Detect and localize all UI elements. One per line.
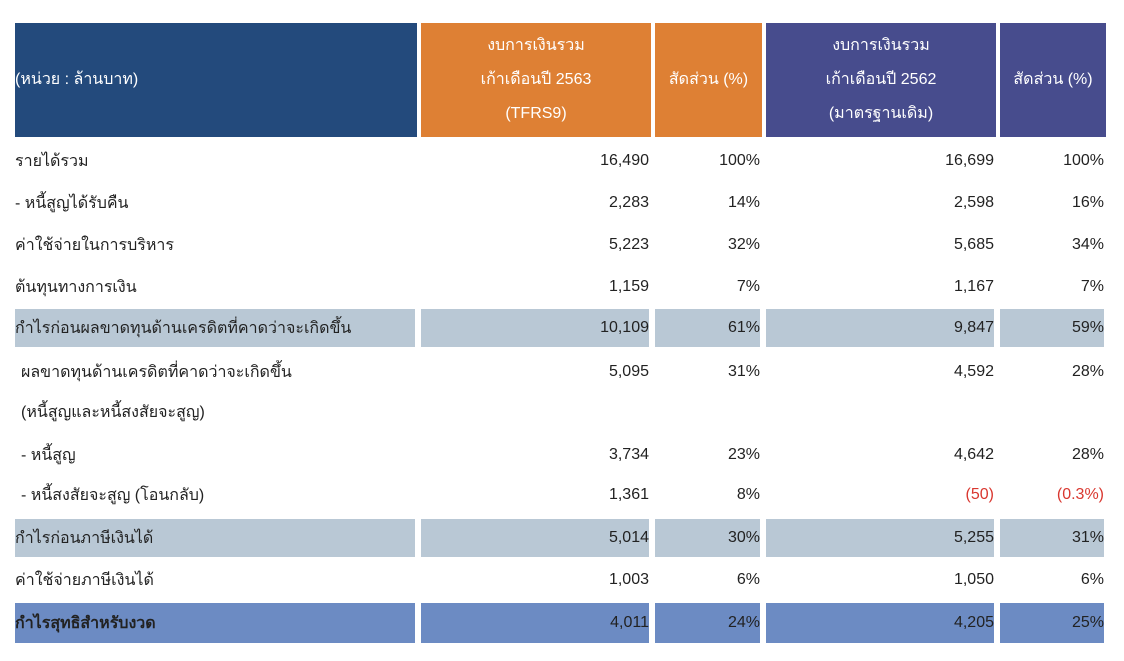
header-2562-l3: (มาตรฐานเดิม) bbox=[828, 105, 934, 122]
table-row: - หนี้สูญ 3,734 23% 4,642 28% bbox=[0, 435, 1124, 475]
cell-p2: 6% bbox=[1080, 571, 1104, 588]
ratio-label: สัดส่วน (%) bbox=[1013, 71, 1093, 88]
cell-p1 bbox=[655, 392, 760, 432]
table-row: - หนี้สูญได้รับคืน 2,283 14% 2,598 16% bbox=[0, 183, 1124, 223]
cell-p2: 100% bbox=[1063, 152, 1104, 169]
cell-p2: 7% bbox=[1080, 278, 1104, 295]
cell-v2: 1,050 bbox=[953, 571, 994, 588]
cell-v2: 4,205 bbox=[766, 603, 994, 643]
cell-p2: 59% bbox=[1000, 309, 1104, 347]
cell-p1: 61% bbox=[655, 309, 760, 347]
cell-v1 bbox=[421, 392, 649, 432]
cell-v2: 4,642 bbox=[953, 446, 994, 463]
header-2563-l3: (TFRS9) bbox=[505, 105, 567, 122]
cell-label: ค่าใช้จ่ายภาษีเงินได้ bbox=[15, 571, 154, 589]
cell-label: - หนี้สงสัยจะสูญ (โอนกลับ) bbox=[21, 486, 205, 504]
cell-p1: 7% bbox=[736, 278, 760, 295]
table-row: ค่าใช้จ่ายภาษีเงินได้ 1,003 6% 1,050 6% bbox=[0, 561, 1124, 599]
cell-v1: 1,361 bbox=[608, 486, 649, 503]
cell-p2: 25% bbox=[1000, 603, 1104, 643]
table-row: กำไรก่อนผลขาดทุนด้านเครดิตที่คาดว่าจะเกิ… bbox=[0, 309, 1124, 347]
cell-v1: 10,109 bbox=[421, 309, 649, 347]
header-ratio-2562: สัดส่วน (%) bbox=[1000, 23, 1106, 137]
cell-label: ค่าใช้จ่ายในการบริหาร bbox=[15, 236, 174, 254]
header-2563-l1: งบการเงินรวม bbox=[487, 37, 585, 54]
cell-v2: 16,699 bbox=[945, 152, 994, 169]
table-row: ผลขาดทุนด้านเครดิตที่คาดว่าจะเกิดขึ้น 5,0… bbox=[0, 352, 1124, 392]
header-ratio-2563: สัดส่วน (%) bbox=[655, 23, 762, 137]
cell-label: (หนี้สูญและหนี้สงสัยจะสูญ) bbox=[21, 403, 205, 421]
cell-p2: 31% bbox=[1000, 519, 1104, 557]
cell-v1: 5,095 bbox=[608, 363, 649, 380]
table-row: กำไรก่อนภาษีเงินได้ 5,014 30% 5,255 31% bbox=[0, 519, 1124, 557]
cell-p2: (0.3%) bbox=[1056, 486, 1104, 503]
cell-v2: 4,592 bbox=[953, 363, 994, 380]
cell-p1: 8% bbox=[736, 486, 760, 503]
cell-label: ผลขาดทุนด้านเครดิตที่คาดว่าจะเกิดขึ้น bbox=[21, 363, 292, 381]
cell-p1: 100% bbox=[719, 152, 760, 169]
cell-label: ต้นทุนทางการเงิน bbox=[15, 278, 137, 296]
cell-p1: 23% bbox=[727, 446, 760, 463]
cell-v1: 2,283 bbox=[608, 194, 649, 211]
table-row: ค่าใช้จ่ายในการบริหาร 5,223 32% 5,685 34% bbox=[0, 225, 1124, 265]
cell-label: กำไรก่อนภาษีเงินได้ bbox=[15, 519, 415, 557]
cell-v2: 5,685 bbox=[953, 236, 994, 253]
cell-p2: 28% bbox=[1071, 446, 1104, 463]
cell-label: - หนี้สูญได้รับคืน bbox=[15, 194, 129, 212]
cell-label: กำไรก่อนผลขาดทุนด้านเครดิตที่คาดว่าจะเกิ… bbox=[15, 309, 415, 347]
cell-v2: 9,847 bbox=[766, 309, 994, 347]
cell-v1: 1,159 bbox=[608, 278, 649, 295]
table-row: (หนี้สูญและหนี้สงสัยจะสูญ) bbox=[0, 392, 1124, 432]
cell-v1: 5,223 bbox=[608, 236, 649, 253]
cell-v2: (50) bbox=[965, 486, 994, 503]
cell-v1: 1,003 bbox=[608, 571, 649, 588]
cell-v2: 5,255 bbox=[766, 519, 994, 557]
cell-p2: 16% bbox=[1071, 194, 1104, 211]
header-2563: งบการเงินรวมเก้าเดือนปี 2563 (TFRS9) bbox=[421, 23, 651, 137]
table-row: ต้นทุนทางการเงิน 1,159 7% 1,167 7% bbox=[0, 267, 1124, 307]
header-unit: (หน่วย : ล้านบาท) bbox=[15, 23, 417, 137]
cell-v2: 1,167 bbox=[953, 278, 994, 295]
cell-v1: 4,011 bbox=[421, 603, 649, 643]
cell-p2: 28% bbox=[1071, 363, 1104, 380]
cell-p1: 31% bbox=[727, 363, 760, 380]
cell-p1: 6% bbox=[736, 571, 760, 588]
cell-v1: 16,490 bbox=[600, 152, 649, 169]
cell-p1: 30% bbox=[655, 519, 760, 557]
cell-v2 bbox=[766, 392, 994, 432]
cell-label: - หนี้สูญ bbox=[21, 446, 76, 464]
cell-p2 bbox=[1000, 392, 1104, 432]
cell-p2: 34% bbox=[1071, 236, 1104, 253]
cell-label: กำไรสุทธิสำหรับงวด bbox=[15, 603, 415, 643]
table-row: รายได้รวม 16,490 100% 16,699 100% bbox=[0, 141, 1124, 181]
ratio-label: สัดส่วน (%) bbox=[668, 71, 749, 88]
cell-v1: 5,014 bbox=[421, 519, 649, 557]
cell-label: รายได้รวม bbox=[15, 152, 89, 170]
header-2562-l2: เก้าเดือนปี 2562 bbox=[825, 71, 937, 88]
cell-p1: 32% bbox=[727, 236, 760, 253]
table-row: - หนี้สงสัยจะสูญ (โอนกลับ) 1,361 8% (50) (0.… bbox=[0, 475, 1124, 515]
header-2563-l2: เก้าเดือนปี 2563 bbox=[480, 71, 592, 88]
header-2562: งบการเงินรวมเก้าเดือนปี 2562 (มาตรฐานเดิม… bbox=[766, 23, 996, 137]
cell-p1: 14% bbox=[727, 194, 760, 211]
cell-p1: 24% bbox=[655, 603, 760, 643]
cell-v1: 3,734 bbox=[608, 446, 649, 463]
cell-v2: 2,598 bbox=[953, 194, 994, 211]
header-2562-l1: งบการเงินรวม bbox=[832, 37, 930, 54]
table-row: กำไรสุทธิสำหรับงวด 4,011 24% 4,205 25% bbox=[0, 603, 1124, 643]
unit-label: (หน่วย : ล้านบาท) bbox=[15, 71, 139, 88]
